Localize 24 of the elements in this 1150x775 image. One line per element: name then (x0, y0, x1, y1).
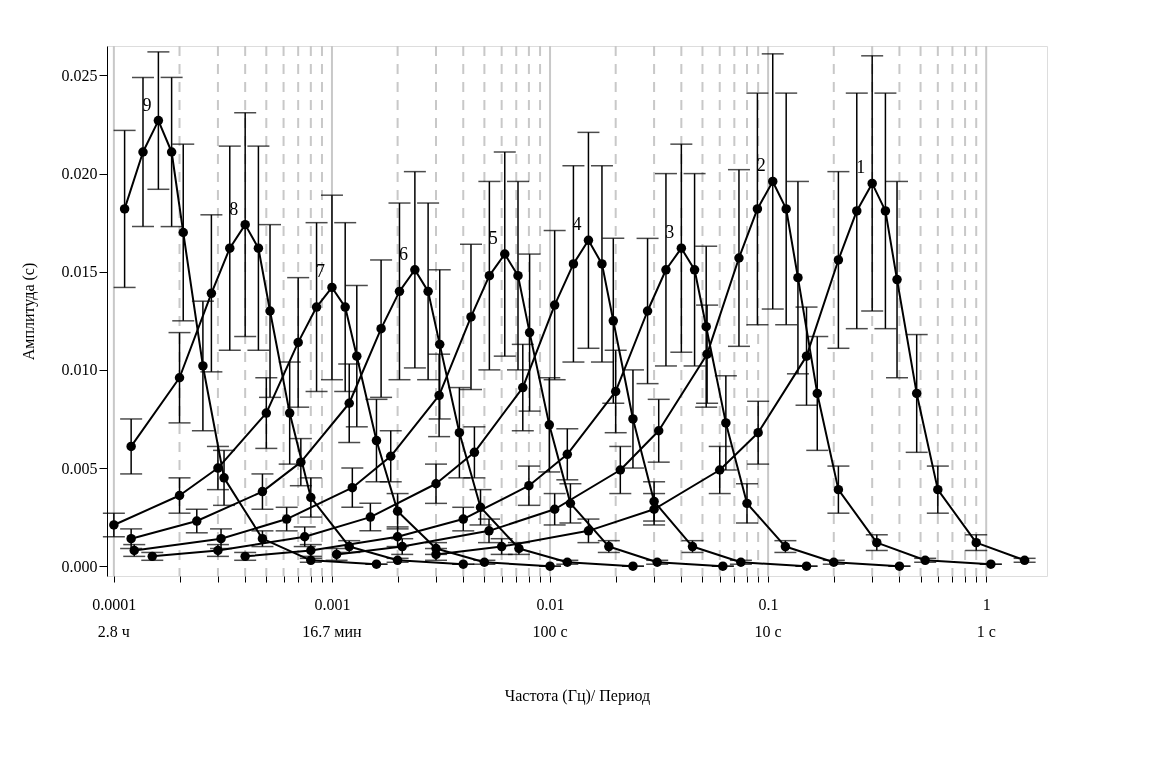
series-label: 1 (856, 157, 866, 178)
x-tick-label: 0.001 (314, 595, 351, 613)
series-label: 2 (756, 155, 766, 176)
text: 1 с (976, 623, 996, 640)
x-axis-title: Частота (Гц)/ Период (504, 686, 651, 705)
y-tick-label: 0.025 (61, 66, 98, 84)
series-label: 8 (229, 198, 239, 219)
text: 16.7 мин (302, 623, 363, 640)
y-tick-label: 0.010 (61, 361, 98, 379)
x-tick-label: 0.0001 (92, 595, 137, 613)
text: 100 с (532, 623, 568, 640)
y-tick-label: 0.020 (61, 165, 98, 183)
y-axis-title: Амплитуда (с) (19, 262, 38, 361)
y-tick-label: 0.005 (61, 459, 98, 477)
text: 10 с (754, 623, 782, 640)
series-label: 6 (398, 243, 408, 264)
y-tick-label: 0.015 (61, 263, 98, 281)
x-tick-label: 0.1 (758, 595, 779, 613)
y-tick-label: 0.000 (61, 557, 98, 575)
series-label: 5 (488, 228, 498, 249)
x-tick-label: 0.01 (536, 595, 565, 613)
text: 2.8 ч (97, 623, 130, 640)
x-tick-label: 1 (982, 595, 991, 613)
series-label: 7 (315, 261, 325, 282)
